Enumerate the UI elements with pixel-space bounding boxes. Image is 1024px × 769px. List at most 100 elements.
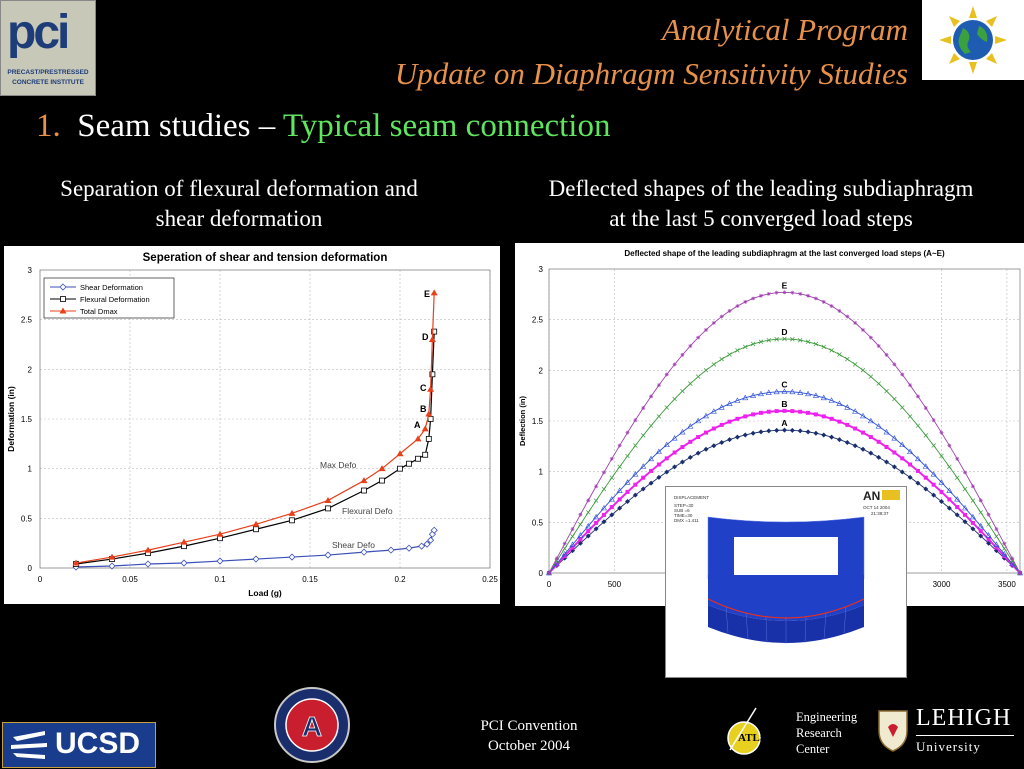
series-point-B	[743, 414, 748, 419]
series-point-0	[252, 555, 260, 563]
series-point-E	[939, 430, 944, 435]
fem-model-image: DISPLACEMENT STEP=30 SUB =6 TIME=30 DMX …	[674, 489, 900, 644]
series-point-D	[601, 486, 607, 492]
series-point-D	[797, 337, 803, 343]
series-point-B	[586, 529, 591, 534]
series-point-2	[378, 465, 386, 472]
series-point-A	[946, 505, 952, 511]
series-point-E	[813, 296, 818, 301]
annotation-label: A	[414, 420, 421, 430]
x-tick-label: 0.25	[482, 575, 498, 584]
series-point-D	[664, 405, 669, 410]
series-point-A	[672, 464, 678, 470]
series-point-2	[430, 289, 438, 296]
series-point-A	[813, 430, 819, 436]
y-axis-label: Deflection (in)	[518, 395, 527, 446]
series-point-A	[664, 469, 670, 475]
series-point-B	[908, 462, 913, 467]
series-point-D	[711, 362, 717, 367]
series-point-B	[751, 412, 756, 417]
series-point-C	[867, 417, 874, 424]
series-point-A	[978, 533, 984, 539]
series-point-D	[915, 423, 921, 428]
series-point-0	[430, 526, 438, 534]
series-point-E	[829, 304, 834, 309]
series-point-E	[672, 362, 677, 367]
series-point-A	[593, 526, 599, 532]
series-point-C	[624, 479, 631, 485]
series-point-B	[978, 529, 983, 534]
series-point-E	[782, 290, 787, 295]
nsf-logo	[922, 0, 1024, 80]
y-axis-label: Deformation (in)	[6, 386, 16, 452]
series-point-A	[734, 434, 740, 440]
inset-date-1: OCT 14 2004	[863, 505, 890, 510]
y-tick-label: 0	[539, 569, 544, 578]
series-point-A	[625, 499, 630, 505]
series-point-2	[180, 538, 188, 545]
series-point-2	[288, 509, 296, 516]
series-point-C	[789, 388, 796, 395]
series-point-E	[837, 308, 842, 313]
series-point-D	[900, 405, 905, 410]
series-point-A	[931, 492, 937, 498]
series-point-A	[719, 439, 725, 445]
series-point-D	[931, 443, 936, 448]
caption-right: Deflected shapes of the leading subdiaph…	[498, 174, 1024, 234]
series-point-A	[884, 459, 890, 465]
series-point-C	[718, 404, 725, 410]
series-point-2	[427, 385, 435, 392]
x-tick-label: 3000	[933, 580, 951, 589]
series-point-A	[829, 434, 835, 440]
series-point-C	[679, 428, 686, 435]
series-point-E	[978, 498, 983, 503]
series-point-C	[930, 471, 937, 477]
series-point-B	[656, 462, 661, 467]
series-point-0	[418, 542, 426, 550]
series-point-D	[727, 352, 732, 357]
series-point-E	[923, 406, 928, 411]
series-point-B	[641, 475, 646, 480]
section-subtitle: 1. Seam studies – Typical seam connectio…	[36, 108, 610, 145]
series-point-B	[782, 408, 787, 413]
series-point-D	[625, 453, 630, 459]
series-point-A	[640, 486, 646, 492]
series-point-B	[633, 482, 638, 487]
caption-right-line1: Deflected shapes of the leading subdiaph…	[548, 176, 974, 201]
series-point-A	[923, 486, 929, 492]
series-point-E	[704, 327, 708, 332]
inset-label-5: DMX =1.411	[674, 518, 699, 523]
series-point-D	[774, 336, 779, 342]
series-point-D	[750, 341, 756, 347]
series-point-A	[789, 427, 795, 433]
series-point-B	[625, 489, 630, 494]
series-line-C	[548, 391, 1021, 574]
series-point-B	[609, 505, 614, 510]
erc-line1: Engineering	[796, 710, 858, 724]
footer-line1: PCI Convention	[480, 718, 578, 734]
series-point-E	[861, 327, 865, 332]
annotation-label: Shear Defo	[332, 540, 375, 550]
series-point-E	[609, 456, 614, 461]
series-point-D	[868, 374, 874, 379]
series-point-D	[593, 498, 599, 503]
series-point-2	[108, 553, 116, 560]
series-point-C	[844, 404, 851, 410]
series-point-C	[797, 389, 804, 395]
series-point-D	[907, 414, 913, 419]
series-point-A	[844, 439, 850, 445]
series-point-0	[216, 557, 224, 565]
series-point-D	[813, 341, 819, 347]
series-point-C	[907, 448, 914, 454]
series-point-E	[578, 512, 583, 517]
series-point-C	[655, 448, 662, 454]
series-point-A	[617, 505, 623, 511]
series-point-C	[985, 532, 992, 538]
series-point-D	[845, 356, 850, 362]
series-point-E	[790, 290, 795, 295]
series-point-2	[216, 530, 224, 537]
series-point-D	[821, 344, 826, 350]
series-point-E	[876, 343, 881, 348]
series-point-1	[429, 371, 436, 378]
series-point-1	[361, 487, 367, 494]
